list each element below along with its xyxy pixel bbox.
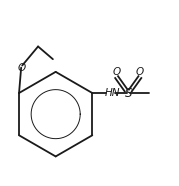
Text: O: O [113, 67, 121, 77]
Text: O: O [136, 67, 144, 77]
Text: HN: HN [105, 88, 120, 98]
Text: O: O [17, 63, 25, 73]
Text: S: S [124, 86, 132, 100]
